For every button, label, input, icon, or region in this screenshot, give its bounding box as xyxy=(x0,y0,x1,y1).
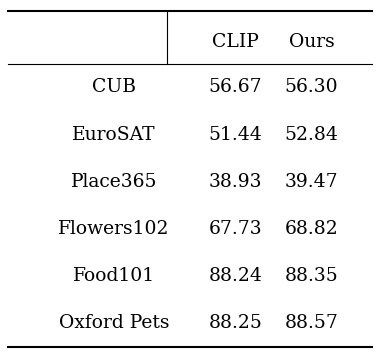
Text: Flowers102: Flowers102 xyxy=(58,220,170,238)
Text: Oxford Pets: Oxford Pets xyxy=(59,314,169,332)
Text: 88.25: 88.25 xyxy=(209,314,263,332)
Text: CUB: CUB xyxy=(92,78,136,96)
Text: 52.84: 52.84 xyxy=(285,126,339,143)
Text: 67.73: 67.73 xyxy=(209,220,263,238)
Text: 68.82: 68.82 xyxy=(285,220,339,238)
Text: 56.67: 56.67 xyxy=(209,78,263,96)
Text: 51.44: 51.44 xyxy=(209,126,263,143)
Text: 38.93: 38.93 xyxy=(209,173,262,191)
Text: Food101: Food101 xyxy=(73,267,155,285)
Text: 88.24: 88.24 xyxy=(209,267,263,285)
Text: Place365: Place365 xyxy=(71,173,157,191)
Text: EuroSAT: EuroSAT xyxy=(72,126,156,143)
Text: 88.35: 88.35 xyxy=(285,267,339,285)
Text: Ours: Ours xyxy=(289,34,334,51)
Text: 56.30: 56.30 xyxy=(285,78,339,96)
Text: 88.57: 88.57 xyxy=(285,314,339,332)
Text: CLIP: CLIP xyxy=(212,34,259,51)
Text: 39.47: 39.47 xyxy=(285,173,339,191)
